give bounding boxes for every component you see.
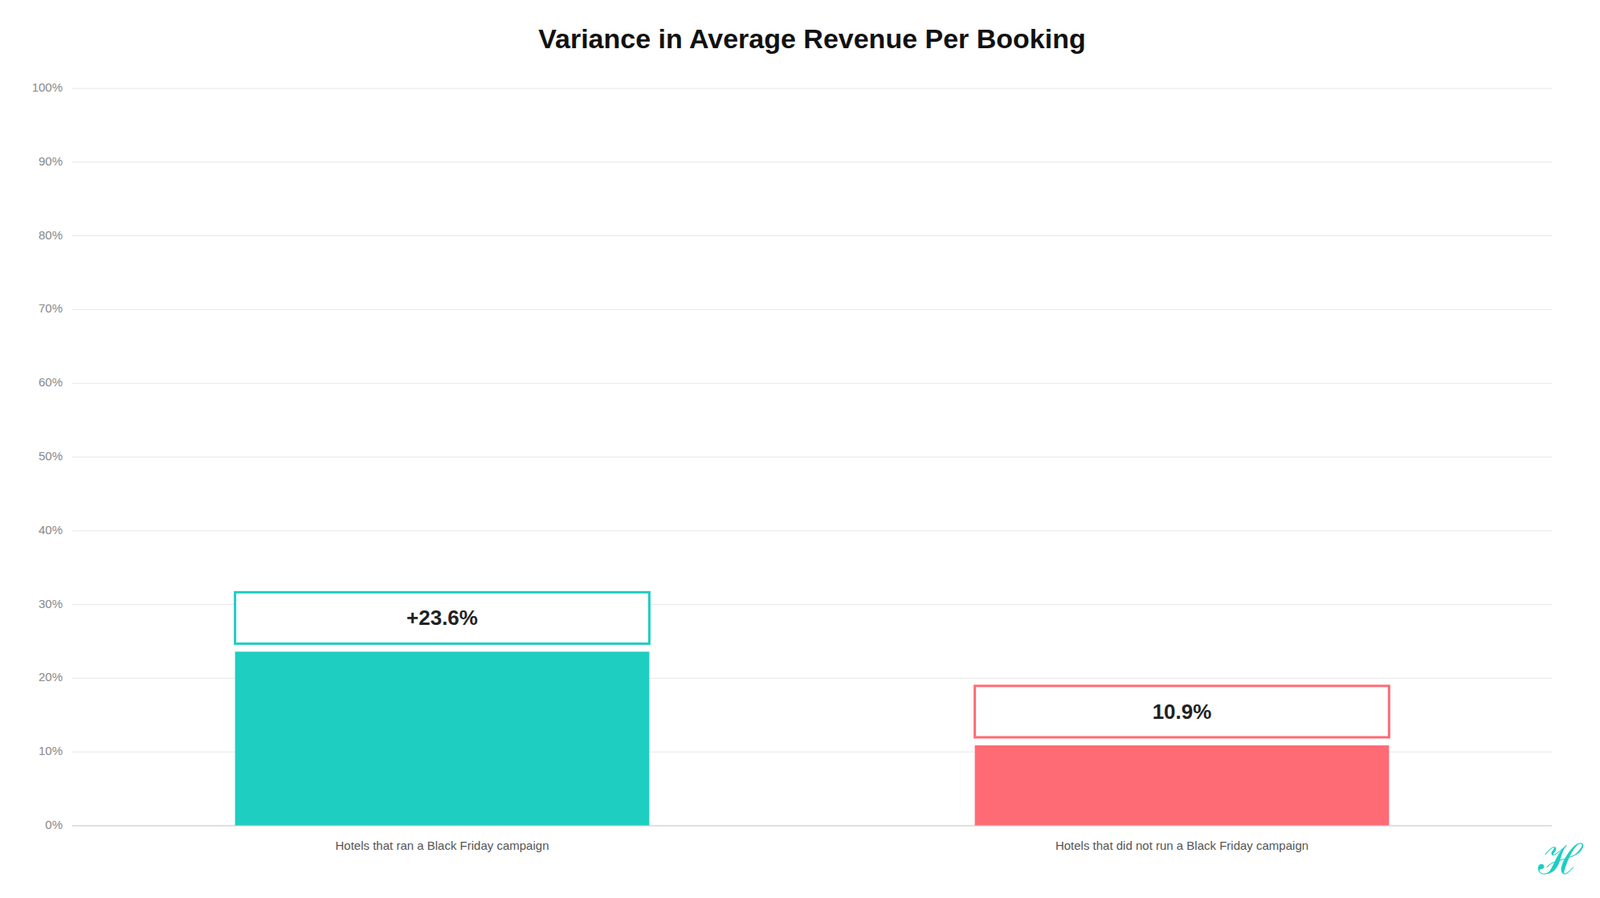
y-tick-label: 20% [38, 669, 63, 684]
y-tick-label: 80% [38, 228, 63, 242]
y-tick-label: 10% [38, 743, 63, 758]
y-tick-label: 40% [38, 522, 63, 537]
y-tick-label: 70% [38, 301, 63, 315]
grid-line [72, 530, 1552, 531]
grid-line [72, 383, 1552, 384]
grid-line [72, 825, 1552, 827]
x-tick-label: Hotels that did not run a Black Friday c… [1055, 838, 1309, 853]
y-tick-label: 50% [38, 448, 63, 463]
data-labels: +23.6% 10.9% [235, 591, 1390, 738]
x-axis-line [72, 825, 1552, 827]
grid-line [72, 457, 1552, 458]
title: Variance in Average Revenue Per Booking [538, 23, 1086, 54]
bars [235, 651, 1390, 826]
y-tick-label: 100% [32, 80, 63, 94]
bar [975, 745, 1390, 826]
label-box [975, 685, 1390, 738]
label-box [235, 591, 650, 644]
bar [235, 651, 650, 826]
logo: ℋ [1537, 835, 1584, 884]
y-tick-label: 30% [38, 596, 63, 611]
y-tick-label: 60% [38, 375, 63, 389]
y-tick-label: 90% [38, 154, 63, 168]
y-tick-label: 0% [44, 817, 63, 832]
grid-line [72, 235, 1552, 237]
grid-line [72, 309, 1552, 311]
data-label: +23.6% [406, 605, 478, 630]
chart: Variance in Average Revenue Per Booking 0… [0, 0, 1600, 898]
x-axis: Hotels that ran a Black Friday campaign H… [335, 838, 1310, 853]
y-axis: 0% 10% 20% 30% 40% 50% 60% 70% 80% 90% 100% [32, 80, 1552, 832]
x-tick-label: Hotels that ran a Black Friday campaign [335, 838, 550, 853]
grid-line [72, 161, 1552, 163]
grid-line [72, 88, 1552, 90]
data-label: 10.9% [1152, 699, 1213, 724]
